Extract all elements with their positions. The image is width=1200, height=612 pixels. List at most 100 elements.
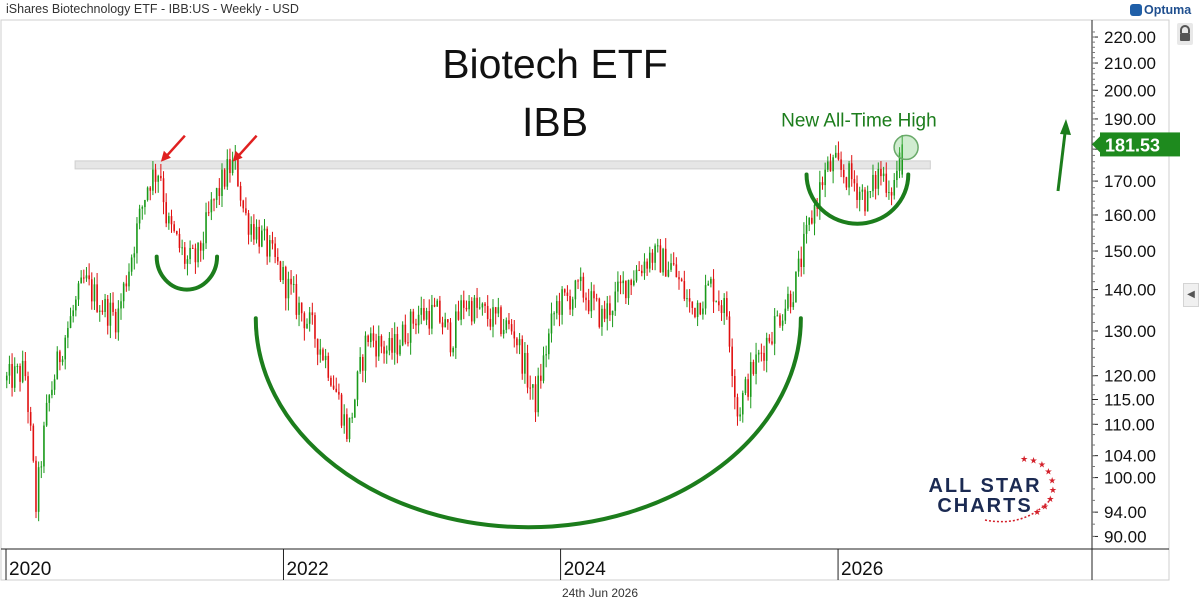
candle-body [380, 336, 383, 347]
candle-body [486, 305, 489, 319]
candle-body [221, 169, 223, 196]
candle-body [476, 297, 478, 308]
candle-body [574, 280, 577, 300]
candle-body [563, 289, 566, 293]
candle-body [284, 266, 287, 299]
candle-body [261, 230, 263, 247]
candle-body [755, 354, 757, 374]
candle-body [372, 333, 375, 341]
candle-body [874, 174, 877, 189]
candle-body [43, 425, 45, 467]
candle-body [48, 395, 51, 403]
candle-body [29, 412, 32, 426]
candle-body [656, 245, 659, 247]
candle-body [399, 345, 401, 355]
y-tick-label: 120.00 [1104, 367, 1156, 386]
candle-body [707, 283, 710, 286]
candle-body [250, 224, 253, 235]
candle-body [718, 301, 720, 306]
candle-body [160, 175, 162, 179]
candle-body [571, 299, 574, 310]
candle-body [715, 301, 718, 303]
chevron-left-icon[interactable]: ◀ [1183, 283, 1199, 307]
candle-body [537, 375, 539, 413]
candle-body [274, 243, 276, 257]
candle-body [508, 320, 510, 325]
candle-body [534, 384, 537, 413]
candle-body [417, 314, 420, 326]
candle-body [407, 342, 409, 344]
candle-body [263, 228, 266, 231]
candle-body [141, 207, 144, 209]
candle-body [590, 291, 593, 312]
x-tick-label: 2026 [841, 559, 883, 580]
candle-body [348, 417, 351, 440]
candle-body [739, 414, 741, 417]
chart-date: 24th Jun 2026 [561, 586, 639, 600]
candle-body [555, 301, 558, 314]
candle-body [529, 387, 532, 389]
candle-body [303, 313, 306, 329]
candle-body [579, 276, 582, 282]
candle-body [853, 179, 856, 184]
candle-body [391, 337, 393, 353]
watermark-star-icon: ★ [1033, 507, 1041, 517]
candle-body [473, 297, 476, 322]
candle-body [213, 199, 215, 201]
candle-body [452, 347, 454, 353]
candle-body [433, 304, 436, 307]
candle-body [797, 258, 800, 272]
candle-body [800, 258, 803, 267]
candle-body [377, 336, 380, 357]
candle-body [80, 277, 82, 284]
candle-body [338, 391, 340, 395]
candle-body [343, 414, 346, 426]
candle-body [178, 233, 181, 248]
candle-body [98, 310, 101, 312]
candle-body [13, 366, 16, 388]
candle-body [811, 217, 813, 224]
candle-body [518, 339, 521, 346]
candle-body [545, 354, 547, 356]
candle-body [845, 177, 848, 188]
instrument-header: iShares Biotechnology ETF - IBB:US - Wee… [6, 2, 299, 16]
candle-body [601, 308, 603, 327]
candle-body [821, 182, 824, 186]
candle-body [513, 331, 516, 339]
candle-body [340, 394, 343, 426]
candle-body [771, 341, 773, 344]
lock-icon[interactable] [1175, 23, 1195, 45]
candle-body [59, 351, 61, 363]
candle-body [176, 231, 178, 234]
candle-body [157, 175, 160, 182]
candle-body [880, 168, 882, 177]
candle-body [335, 388, 338, 392]
candle-body [162, 178, 165, 203]
candle-body [749, 362, 752, 397]
candle-body [354, 399, 356, 418]
candle-body [598, 298, 601, 327]
y-tick-label: 140.00 [1104, 281, 1156, 300]
watermark-star-icon: ★ [1041, 502, 1049, 512]
candle-body [181, 247, 183, 249]
candle-body [646, 261, 648, 269]
candle-body [444, 319, 446, 328]
candle-body [19, 365, 21, 382]
candle-body [582, 276, 585, 298]
candle-body [266, 228, 268, 257]
y-tick-label: 94.00 [1104, 503, 1147, 522]
candle-body [383, 346, 385, 354]
candle-body [152, 169, 154, 191]
candle-body [96, 284, 98, 312]
candle-body [330, 377, 332, 386]
watermark-star-icon: ★ [1020, 454, 1028, 464]
candle-body [712, 278, 715, 302]
candle-body [832, 157, 834, 172]
candle-body [606, 303, 609, 319]
candle-body [696, 302, 699, 317]
candle-body [282, 266, 284, 281]
candle-body [431, 304, 433, 329]
candle-body [205, 212, 207, 244]
candle-body [787, 293, 789, 309]
